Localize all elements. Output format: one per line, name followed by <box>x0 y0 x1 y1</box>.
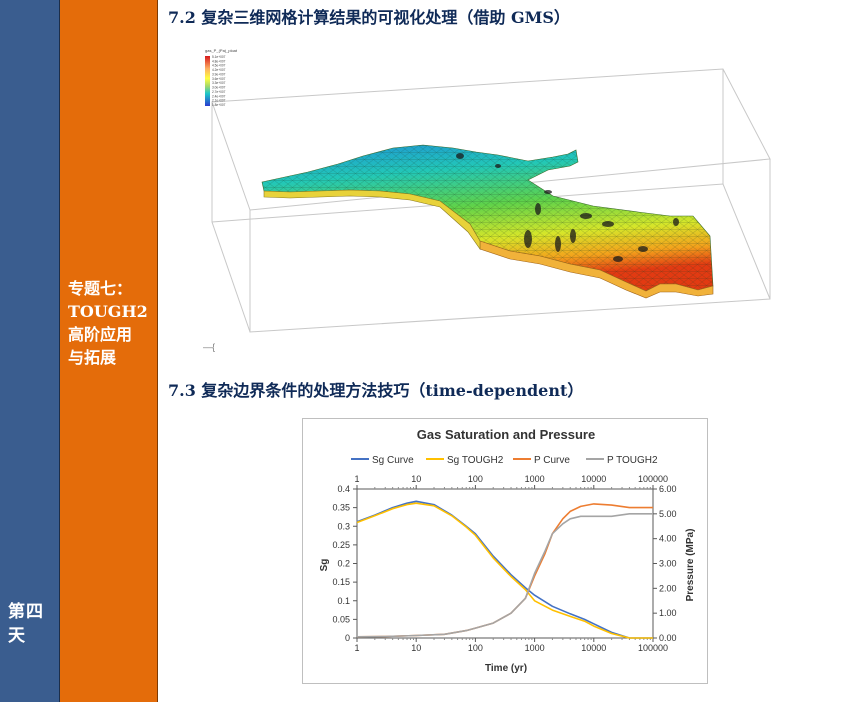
y2-tick-label: 5.00 <box>659 509 677 519</box>
legend-value: 1.8e+007 <box>212 103 226 107</box>
legend-value: 3.3e+007 <box>212 81 226 85</box>
y-tick-label: 0.05 <box>332 614 350 624</box>
y2-tick-label: 2.00 <box>659 583 677 593</box>
legend-value: 4.2e+007 <box>212 68 226 72</box>
day-column: 第四天 <box>0 0 60 702</box>
gas-saturation-pressure-chart: Gas Saturation and Pressure Sg Curve Sg TO… <box>302 418 708 684</box>
section-title-7-3: 7.3 复杂边界条件的处理方法技巧（time-dependent） <box>168 381 584 400</box>
y2-tick-label: 6.00 <box>659 484 677 494</box>
x-tick-label: 1 <box>354 643 359 653</box>
pressure-legend: gas_P_(Pa)_ploat 5.1e+0074.8e+0074.5e+00… <box>205 48 238 107</box>
legend-value: 2.1e+007 <box>212 99 226 103</box>
topic-label: 专题七： TOUGH2 高阶应用 与拓展 <box>68 277 154 369</box>
legend-value: 3.0e+007 <box>212 86 226 90</box>
y-tick-label: 0.35 <box>332 503 350 513</box>
section-title-7-2: 7.2 复杂三维网格计算结果的可视化处理（借助 GMS） <box>168 8 570 27</box>
y-axis-label: Sg <box>319 559 330 572</box>
x-tick-label: 10000 <box>581 643 606 653</box>
series-line <box>356 500 653 639</box>
y-tick-label: 0.4 <box>337 484 350 494</box>
x-tick-label-top: 100000 <box>638 474 668 484</box>
legend-value: 4.5e+007 <box>212 64 226 68</box>
x-tick-label-top: 100 <box>468 474 483 484</box>
series-line <box>356 502 653 639</box>
topic-line-3: 高阶应用 <box>68 325 133 344</box>
x-tick-label-top: 10000 <box>581 474 606 484</box>
y2-tick-label: 4.00 <box>659 534 677 544</box>
x-tick-label-top: 1 <box>354 474 359 484</box>
day-label: 第四天 <box>8 602 44 646</box>
topic-line-2: TOUGH2 <box>68 302 148 321</box>
y2-tick-label: 1.00 <box>659 608 677 618</box>
x-tick-label: 100 <box>468 643 483 653</box>
legend-entry: P TOUGH2 <box>607 455 658 466</box>
x-tick-label: 1000 <box>525 643 545 653</box>
gms-3d-figure: gas_P_(Pa)_ploat 5.1e+0074.8e+0074.5e+00… <box>203 48 771 352</box>
y-tick-label: 0.2 <box>337 559 350 569</box>
y2-axis-label: Pressure (MPa) <box>685 529 696 602</box>
legend-entry: Sg TOUGH2 <box>447 455 504 466</box>
y-tick-label: 0.15 <box>332 577 350 587</box>
y-tick-label: 0 <box>345 633 350 643</box>
bounding-box <box>211 68 771 333</box>
legend-title: gas_P_(Pa)_ploat <box>205 48 238 53</box>
topic-line-1: 专题七： <box>68 279 133 298</box>
series-line <box>356 513 653 638</box>
legend-value: 5.1e+007 <box>212 55 226 59</box>
legend-entry: P Curve <box>534 455 570 466</box>
topic-column: 专题七： TOUGH2 高阶应用 与拓展 <box>60 0 158 702</box>
y-tick-label: 0.3 <box>337 521 350 531</box>
x-tick-label: 10 <box>411 643 421 653</box>
y2-tick-label: 3.00 <box>659 559 677 569</box>
legend-value: 3.6e+007 <box>212 77 226 81</box>
x-tick-label: 100000 <box>638 643 668 653</box>
chart-svg: Gas Saturation and Pressure Sg Curve Sg TO… <box>319 427 696 674</box>
axis-triad-mark: —{ <box>203 342 215 352</box>
topic-line-4: 与拓展 <box>68 348 117 367</box>
x-tick-label-top: 1000 <box>525 474 545 484</box>
chart-title: Gas Saturation and Pressure <box>417 427 595 442</box>
legend-value: 4.8e+007 <box>212 59 226 63</box>
x-tick-label-top: 10 <box>411 474 421 484</box>
legend-entry: Sg Curve <box>372 455 414 466</box>
x-axis-label: Time (yr) <box>485 663 527 674</box>
legend-value: 3.9e+007 <box>212 72 226 76</box>
legend-value: 2.4e+007 <box>212 94 226 98</box>
y-tick-label: 0.1 <box>337 596 350 606</box>
legend-value: 2.7e+007 <box>212 90 226 94</box>
y-tick-label: 0.25 <box>332 540 350 550</box>
y2-tick-label: 0.00 <box>659 633 677 643</box>
mesh-body <box>261 144 714 299</box>
